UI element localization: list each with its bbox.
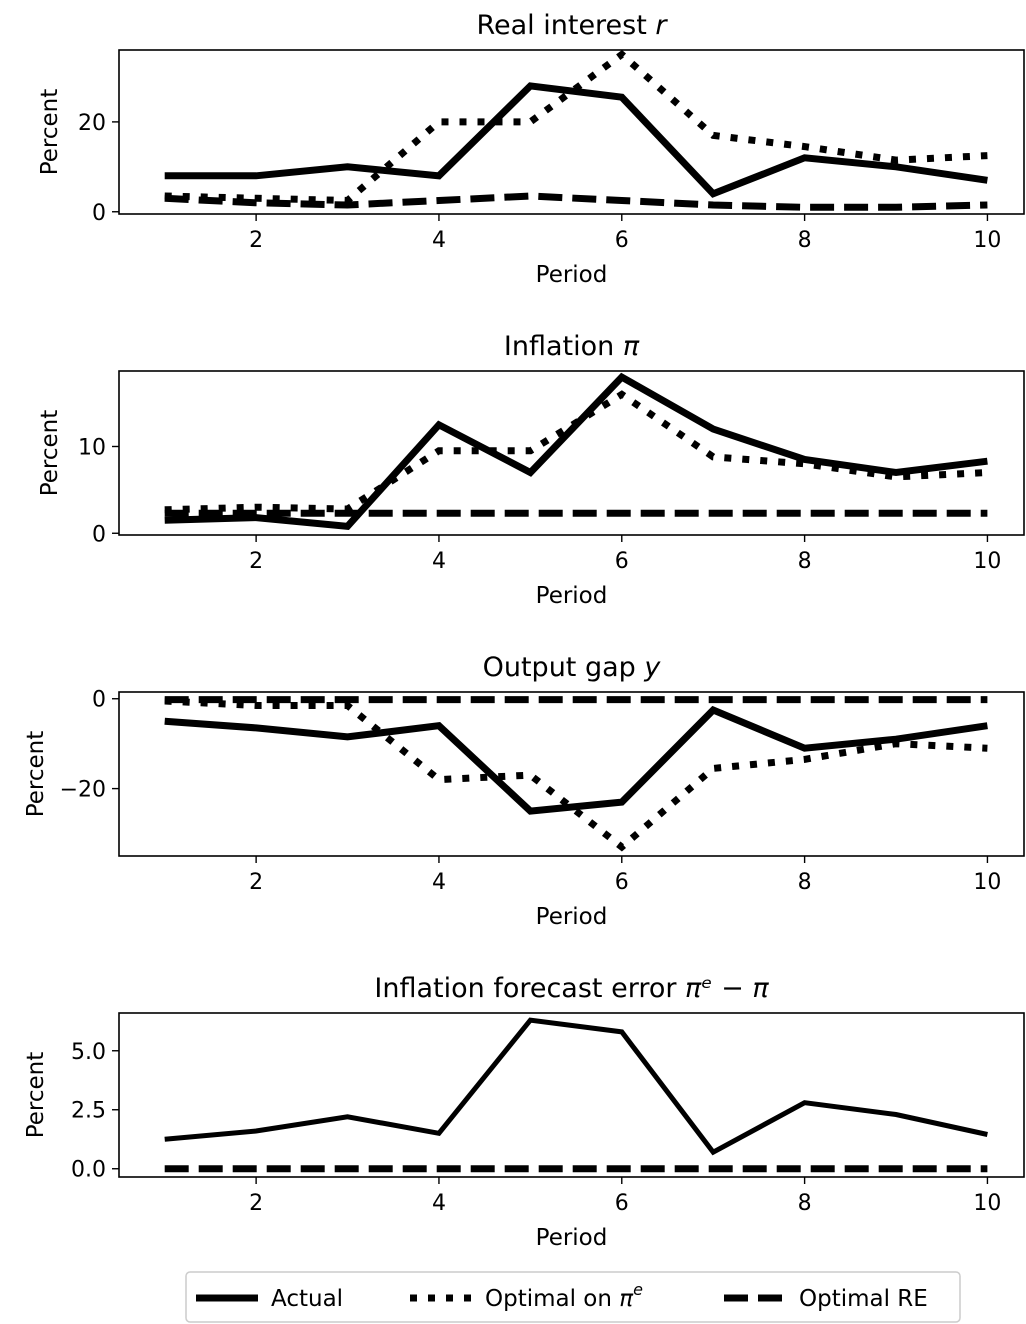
series-line-optimal-re (164, 192, 988, 211)
y-tick-label: 0 (92, 522, 106, 547)
x-tick-label: 8 (798, 870, 812, 895)
axes-frame (118, 1012, 1025, 1178)
y-tick-label: 2.5 (71, 1099, 106, 1124)
x-tick-label: 2 (249, 549, 263, 574)
y-axis-label: Percent (23, 731, 49, 818)
y-tick-label: 0.0 (71, 1158, 106, 1183)
x-tick-label: 8 (798, 228, 812, 253)
x-axis-label: Period (536, 262, 608, 288)
y-axis-label: Percent (23, 1052, 49, 1139)
x-tick-label: 2 (249, 228, 263, 253)
series-group (164, 1017, 988, 1173)
legend: Actual Optimal on πe Optimal RE (185, 1271, 961, 1323)
x-tick-label: 6 (615, 228, 629, 253)
x-tick-label: 8 (798, 1191, 812, 1216)
panel-1: Real interest r 2 4 6 8 10 0 20 Period Percent (37, 10, 1025, 288)
y-axis-label: Percent (37, 89, 63, 176)
y-tick-label: 10 (78, 435, 106, 460)
legend-label-actual: Actual (271, 1286, 343, 1312)
series-line-actual (164, 372, 988, 530)
x-tick-label: 4 (432, 1191, 446, 1216)
panel-title: Output gap y (483, 652, 662, 683)
panel-title: Inflation π (504, 331, 640, 362)
x-axis-label: Period (536, 904, 608, 930)
series-line-actual (164, 82, 988, 198)
x-tick-label: 10 (973, 1191, 1001, 1216)
x-tick-label: 10 (973, 228, 1001, 253)
x-tick-label: 2 (249, 1191, 263, 1216)
panels: Real interest r2 4 6 8 10020PeriodPercentInf… (23, 10, 1025, 1251)
series-line-actual (164, 1017, 988, 1156)
panel-title: Inflation forecast error πᵉ − π (374, 973, 769, 1004)
panel-2: Inflation π 2 4 6 8 10 0 10 Period Percent (37, 331, 1025, 609)
panel-title: Real interest r (476, 10, 668, 41)
legend-label-optimal-on-pie: Optimal on πe (485, 1280, 643, 1312)
x-axis-label: Period (536, 1225, 608, 1251)
y-tick-label: 0 (92, 201, 106, 226)
panel-3: Output gap y 2 4 6 8 10 0 −20 Period Percent (23, 652, 1025, 930)
x-tick-label: 8 (798, 549, 812, 574)
series-line-optimal-on (164, 697, 988, 852)
y-tick-label: 20 (78, 111, 106, 136)
y-axis-label: Percent (37, 410, 63, 497)
panel-4: Inflation forecast error πᵉ − π 2 4 6 8 10 0.0… (23, 973, 1025, 1251)
x-tick-label: 6 (615, 1191, 629, 1216)
x-tick-label: 6 (615, 549, 629, 574)
series-line-optimal-on (164, 390, 988, 514)
legend-label-optimal-re: Optimal RE (799, 1286, 928, 1312)
axes-frame (118, 49, 1025, 215)
y-tick-label: 0 (92, 688, 106, 713)
axes-frame (118, 691, 1025, 857)
y-tick-label: 5.0 (71, 1040, 106, 1065)
x-tick-label: 4 (432, 228, 446, 253)
legend-frame (185, 1271, 961, 1323)
x-tick-label: 4 (432, 549, 446, 574)
y-tick-label: −20 (60, 778, 106, 803)
x-tick-label: 10 (973, 870, 1001, 895)
x-tick-label: 10 (973, 549, 1001, 574)
series-line-optimal-on (164, 50, 988, 205)
series-line-actual (164, 705, 988, 815)
series-group (164, 50, 988, 211)
x-axis-label: Period (536, 583, 608, 609)
series-group (164, 696, 988, 852)
x-tick-label: 6 (615, 870, 629, 895)
x-tick-label: 2 (249, 870, 263, 895)
axes-frame (118, 370, 1025, 536)
x-tick-label: 4 (432, 870, 446, 895)
series-group (164, 372, 988, 530)
